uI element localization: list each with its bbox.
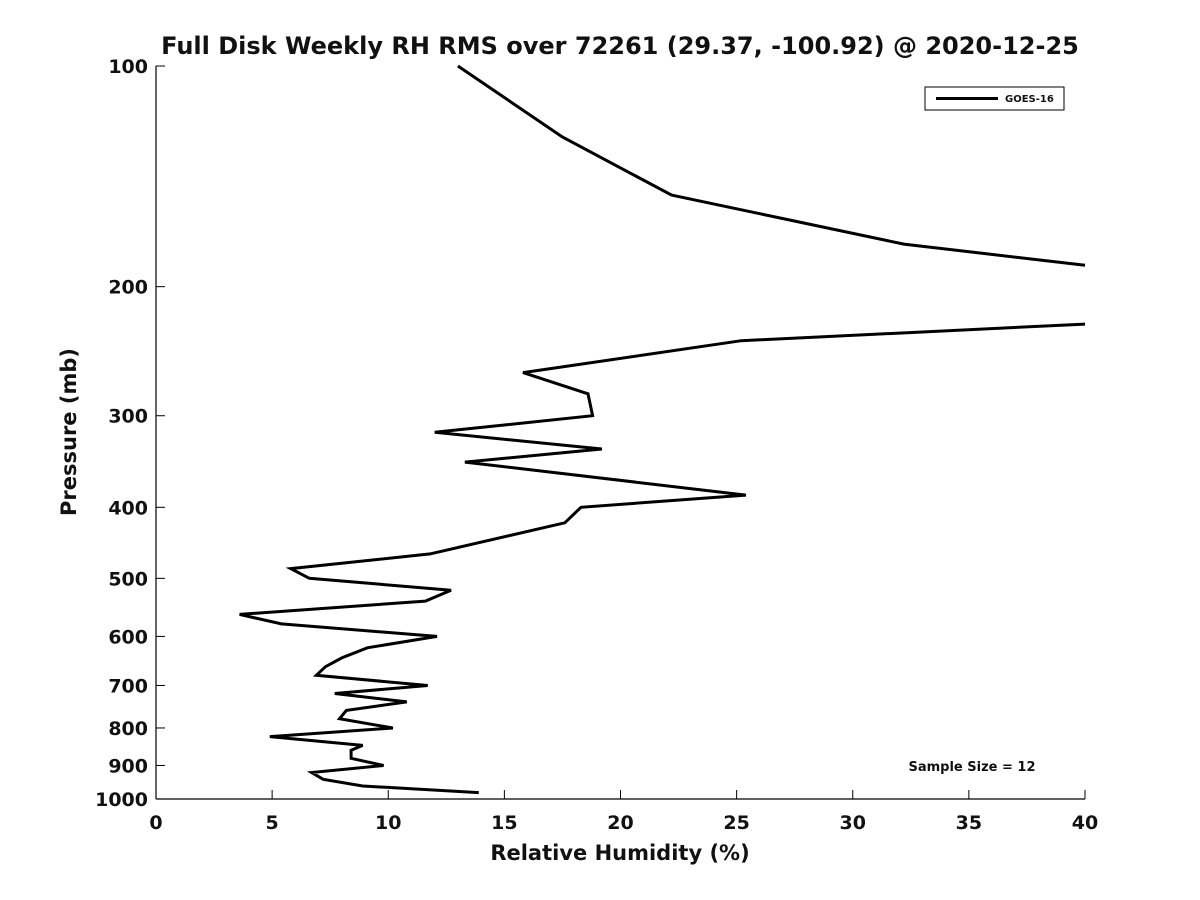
legend-label-goes-16: GOES-16 (1005, 94, 1054, 105)
x-tick-label: 25 (723, 812, 749, 834)
x-tick-label: 40 (1072, 812, 1098, 834)
y-tick-label: 300 (108, 406, 148, 428)
x-tick-label: 0 (149, 812, 162, 834)
series-line-goes-16 (239, 322, 1086, 795)
chart-title: Full Disk Weekly RH RMS over 72261 (29.3… (161, 32, 1079, 60)
x-axis: 0 5 10 15 20 25 30 35 40 (149, 790, 1098, 834)
y-tick-label: 900 (108, 755, 148, 777)
y-tick-label: 500 (108, 568, 148, 590)
x-tick-label: 5 (266, 812, 279, 834)
x-tick-label: 15 (491, 812, 517, 834)
series-line-goes-16 (457, 64, 1086, 267)
y-axis: 100 200 300 400 500 600 700 800 900 1000 (95, 56, 165, 811)
x-tick-label: 10 (375, 812, 401, 834)
y-tick-label: 1000 (95, 789, 148, 811)
plot-area (155, 66, 1085, 800)
y-tick-label: 100 (108, 56, 148, 78)
x-tick-label: 20 (607, 812, 633, 834)
x-tick-label: 35 (956, 812, 982, 834)
y-tick-label: 200 (108, 277, 148, 299)
series-layer (239, 64, 1086, 795)
x-axis-label: Relative Humidity (%) (490, 841, 749, 865)
x-tick-label: 30 (840, 812, 866, 834)
y-tick-label: 400 (108, 497, 148, 519)
y-tick-label: 600 (108, 626, 148, 648)
y-tick-label: 800 (108, 718, 148, 740)
y-tick-label: 700 (108, 675, 148, 697)
legend: GOES-16 (924, 86, 1065, 111)
sample-size-annotation: Sample Size = 12 (908, 760, 1035, 775)
y-axis-label: Pressure (mb) (57, 348, 81, 516)
